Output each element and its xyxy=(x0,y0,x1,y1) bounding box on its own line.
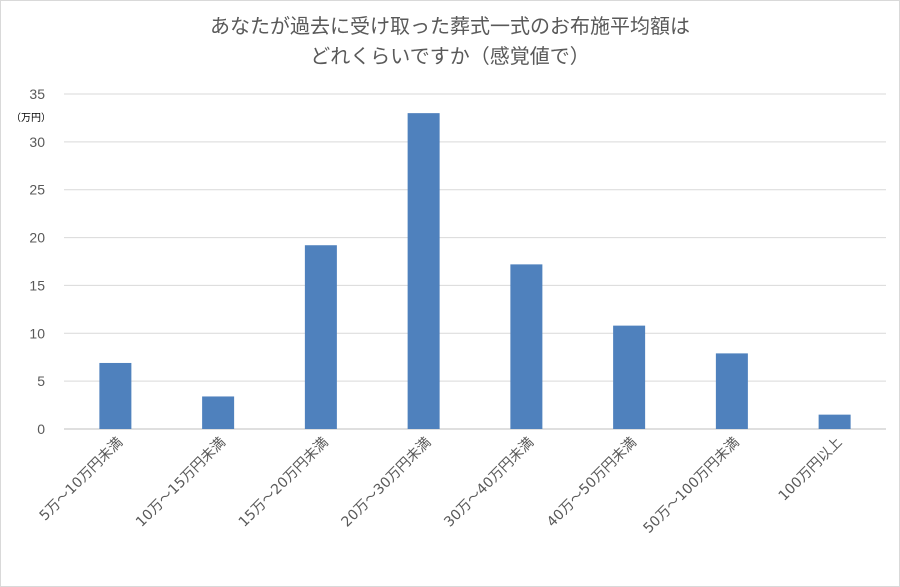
y-tick-label: 30 xyxy=(29,134,45,150)
x-category-label: 100万円以上 xyxy=(776,435,846,505)
x-category-label: 50万～100万円未満 xyxy=(640,435,742,537)
x-category-label: 20万～30万円未満 xyxy=(339,435,435,531)
x-category-label: 40万～50万円未満 xyxy=(544,435,640,531)
y-tick-label: 10 xyxy=(29,325,45,341)
bar xyxy=(510,264,543,429)
x-category-label: 10万～15万円未満 xyxy=(133,435,229,531)
x-category-label: 30万～40万円未満 xyxy=(441,435,537,531)
y-tick-label: 15 xyxy=(29,277,45,293)
bar xyxy=(715,353,748,429)
bar xyxy=(202,396,235,429)
bar xyxy=(613,325,646,429)
x-category-label: 5万～10万円未満 xyxy=(37,435,127,525)
bar xyxy=(304,245,337,429)
bar xyxy=(407,113,440,430)
y-axis-unit-label: （万円） xyxy=(11,112,51,124)
y-tick-label: 20 xyxy=(29,230,45,246)
chart-title-line-2: どれくらいですか（感覚値で） xyxy=(310,44,590,68)
chart-title: あなたが過去に受け取った葬式一式のお布施平均額は どれくらいですか（感覚値で） xyxy=(1,11,899,71)
bar xyxy=(818,414,851,429)
y-tick-label: 5 xyxy=(37,373,45,389)
y-tick-label: 0 xyxy=(37,421,45,437)
bar xyxy=(99,362,132,429)
y-tick-label: 25 xyxy=(29,182,45,198)
x-category-label: 15万～20万円未満 xyxy=(236,435,332,531)
chart-title-line-1: あなたが過去に受け取った葬式一式のお布施平均額は xyxy=(210,14,690,38)
y-tick-label: 35 xyxy=(29,86,45,102)
